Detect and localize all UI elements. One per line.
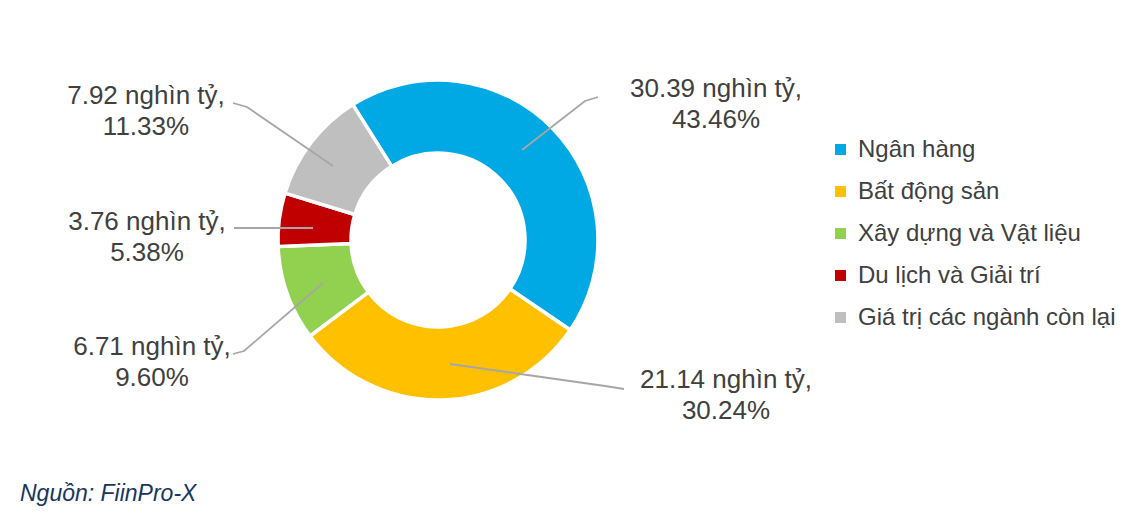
callout-value: 7.92 nghìn tỷ,	[0, 80, 296, 111]
legend-swatch-icon	[835, 312, 846, 323]
callout-percent: 43.46%	[566, 104, 866, 135]
legend-item-du-lich-va-giai-tri: Du lịch và Giải trí	[835, 254, 1115, 296]
callout-percent: 9.60%	[2, 362, 302, 393]
legend-label: Ngân hàng	[858, 135, 975, 163]
legend-item-xay-dung-va-vat-lieu: Xây dựng và Vật liệu	[835, 212, 1115, 254]
legend-label: Du lịch và Giải trí	[858, 261, 1041, 289]
callout-percent: 5.38%	[0, 237, 297, 268]
legend-item-cac-nganh-con-lai: Giá trị các ngành còn lại	[835, 296, 1115, 338]
callout-percent: 30.24%	[576, 395, 876, 426]
callout-value: 6.71 nghìn tỷ,	[2, 331, 302, 362]
callout-bat-dong-san: 21.14 nghìn tỷ, 30.24%	[576, 364, 876, 426]
legend-swatch-icon	[835, 144, 846, 155]
legend-label: Bất động sản	[858, 177, 999, 205]
donut-slice-0	[353, 80, 598, 330]
callout-du-lich-va-giai-tri: 3.76 nghìn tỷ, 5.38%	[0, 206, 297, 268]
legend-item-bat-dong-san: Bất động sản	[835, 170, 1115, 212]
source-note: Nguồn: FiinPro-X	[20, 480, 196, 507]
callout-value: 30.39 nghìn tỷ,	[566, 73, 866, 104]
chart-canvas: 30.39 nghìn tỷ, 43.46% 21.14 nghìn tỷ, 3…	[0, 0, 1143, 518]
legend: Ngân hàng Bất động sản Xây dựng và Vật l…	[835, 128, 1115, 338]
legend-label: Xây dựng và Vật liệu	[858, 219, 1081, 247]
legend-item-ngan-hang: Ngân hàng	[835, 128, 1115, 170]
callout-cac-nganh-con-lai: 7.92 nghìn tỷ, 11.33%	[0, 80, 296, 142]
callout-percent: 11.33%	[0, 111, 296, 142]
legend-swatch-icon	[835, 270, 846, 281]
legend-swatch-icon	[835, 186, 846, 197]
callout-xay-dung-va-vat-lieu: 6.71 nghìn tỷ, 9.60%	[2, 331, 302, 393]
callout-value: 21.14 nghìn tỷ,	[576, 364, 876, 395]
callout-ngan-hang: 30.39 nghìn tỷ, 43.46%	[566, 73, 866, 135]
legend-label: Giá trị các ngành còn lại	[858, 303, 1115, 331]
callout-value: 3.76 nghìn tỷ,	[0, 206, 297, 237]
legend-swatch-icon	[835, 228, 846, 239]
